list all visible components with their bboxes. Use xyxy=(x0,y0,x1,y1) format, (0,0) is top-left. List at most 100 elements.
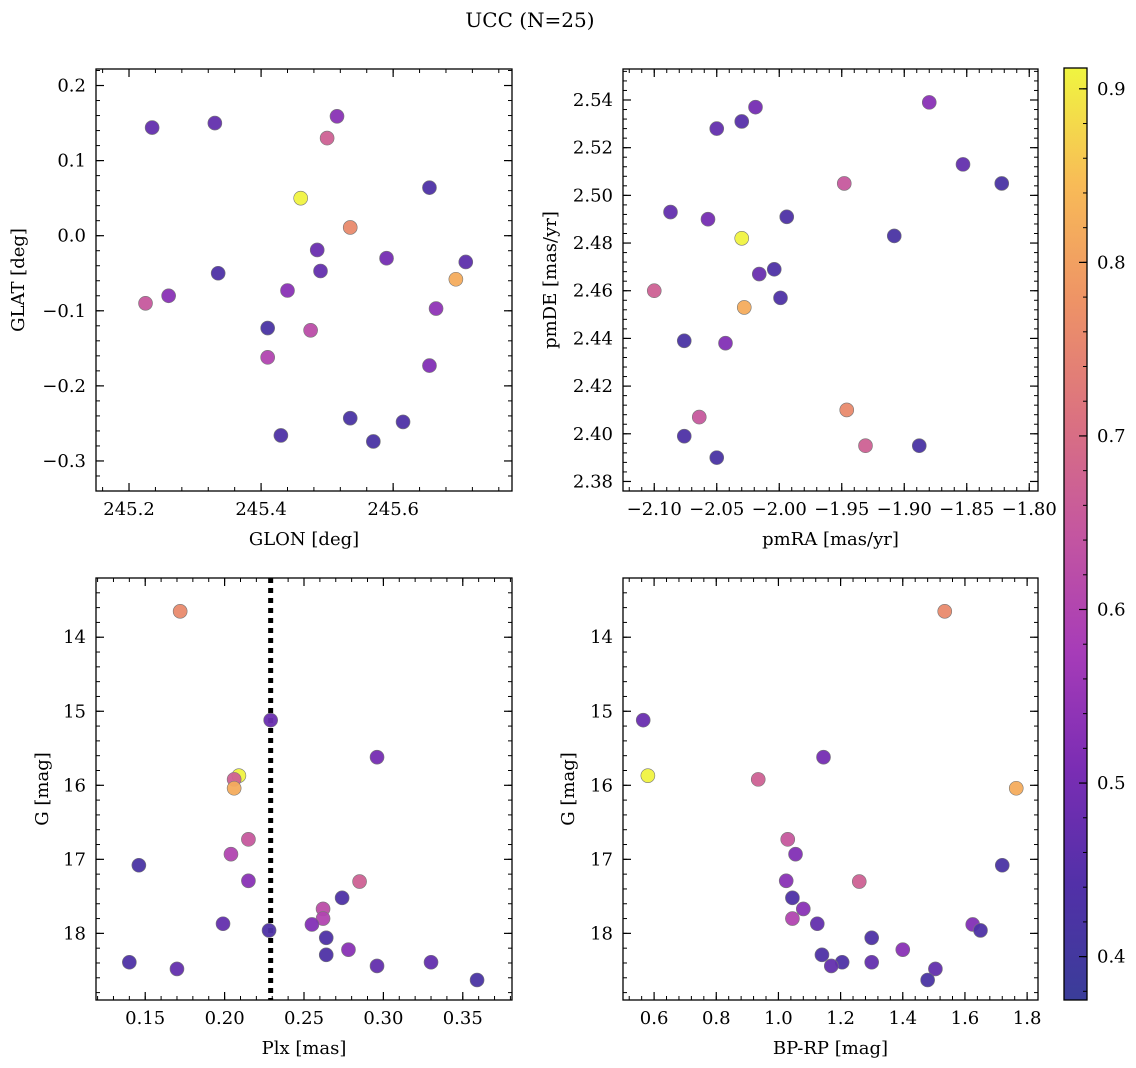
scatter-point xyxy=(809,916,825,932)
scatter-point xyxy=(422,358,437,373)
scatter-point xyxy=(428,301,444,316)
scatter-point xyxy=(851,874,867,889)
x-tick-label: −1.95 xyxy=(814,499,869,520)
plot-frame xyxy=(95,577,513,1001)
y-tick-label: 2.42 xyxy=(573,376,613,397)
colorbar-tick-label: 0.7 xyxy=(1097,426,1126,447)
y-axis-label: pmDE [mas/yr] xyxy=(540,211,561,349)
scatter-point xyxy=(676,333,692,349)
scatter-point xyxy=(778,873,794,889)
scatter-point xyxy=(734,230,750,246)
x-axis-label: pmRA [mas/yr] xyxy=(762,529,899,550)
scatter-point xyxy=(448,271,464,287)
scatter-point xyxy=(864,930,879,946)
scatter-points xyxy=(635,604,1024,988)
scatter-point xyxy=(169,961,185,977)
scatter-point xyxy=(748,99,763,115)
y-tick-label: 0.0 xyxy=(57,226,86,247)
scatter-point xyxy=(223,846,239,862)
scatter-point xyxy=(334,890,350,906)
x-tick-label: 245.6 xyxy=(367,499,419,520)
scatter-point xyxy=(750,772,766,787)
x-tick-label: 1.0 xyxy=(764,1008,793,1029)
y-tick-label: 2.52 xyxy=(573,138,613,159)
colorbar-tick-label: 0.9 xyxy=(1097,79,1126,100)
y-tick-label: 14 xyxy=(590,627,613,648)
scatter-point xyxy=(973,923,988,938)
colorbar-tick-label: 0.6 xyxy=(1097,599,1126,620)
scatter-point xyxy=(709,121,725,136)
panel-pmra-pmde: −2.10 −2.05 −2.00 −1.95 −1.90 −1.85 −1.80 2.54 2… xyxy=(540,68,1057,550)
scatter-point xyxy=(646,283,662,299)
scatter-point xyxy=(303,323,318,338)
x-tick-label: 0.15 xyxy=(125,1008,165,1029)
y-tick-label: 0.2 xyxy=(57,76,86,97)
scatter-point xyxy=(304,917,320,932)
scatter-point xyxy=(911,438,927,454)
scatter-point xyxy=(937,604,953,619)
panel-bprp-g: 0.6 0.8 1.0 1.2 1.4 1.6 1.8 14 15 16 17 18 BP-RP [ma… xyxy=(558,577,1042,1059)
scatter-point xyxy=(226,780,242,796)
y-tick-label: 2.46 xyxy=(573,281,613,302)
y-tick-label: 2.40 xyxy=(573,424,613,445)
x-tick-label: −2.10 xyxy=(627,499,682,520)
scatter-point xyxy=(836,176,852,191)
y-axis-label: G [mag] xyxy=(558,752,579,825)
scatter-point xyxy=(785,890,800,906)
scatter-point xyxy=(161,288,176,304)
scatter-point xyxy=(921,95,937,110)
y-axis-label: G [mag] xyxy=(32,752,53,825)
scatter-point xyxy=(138,295,153,311)
scatter-point xyxy=(788,846,803,862)
x-tick-label: 1.2 xyxy=(826,1008,855,1029)
scatter-point xyxy=(886,228,902,244)
scatter-point xyxy=(379,250,394,266)
x-tick-label: −1.90 xyxy=(877,499,932,520)
scatter-point xyxy=(131,857,147,873)
scatter-point xyxy=(718,335,733,351)
scatter-point xyxy=(823,958,839,974)
x-tick-label: 0.20 xyxy=(205,1008,245,1029)
scatter-point xyxy=(676,428,692,444)
x-tick-label: 245.2 xyxy=(103,499,155,520)
scatter-point xyxy=(816,749,831,765)
scatter-point xyxy=(215,916,231,932)
scatter-points xyxy=(138,109,474,449)
y-tick-label: −0.3 xyxy=(42,451,86,472)
x-axis-label: GLON [deg] xyxy=(249,529,359,550)
scatter-point xyxy=(342,410,358,426)
scatter-point xyxy=(241,873,256,889)
scatter-point xyxy=(122,954,137,970)
y-tick-label: 18 xyxy=(590,923,613,944)
scatter-point xyxy=(779,209,795,225)
y-tick-label: 17 xyxy=(590,849,613,870)
scatter-point xyxy=(955,157,971,172)
scatter-point xyxy=(395,414,411,430)
panel-plx-g: 0.15 0.20 0.25 0.30 0.35 14 15 16 17 18 Plx [mas] G… xyxy=(32,577,513,1059)
x-tick-label: −1.85 xyxy=(939,499,994,520)
scatter-point xyxy=(700,211,716,227)
y-tick-label: 2.54 xyxy=(573,90,613,111)
scatter-point xyxy=(207,115,223,131)
scatter-point xyxy=(423,954,439,970)
x-tick-label: 1.8 xyxy=(1013,1008,1042,1029)
scatter-point xyxy=(663,204,678,220)
scatter-point xyxy=(736,300,752,315)
plot-frame xyxy=(95,68,513,492)
colorbar-tick-label: 0.5 xyxy=(1097,773,1126,794)
colorbar-bar xyxy=(1063,67,1088,1001)
y-tick-label: 2.44 xyxy=(573,328,613,349)
scatter-point xyxy=(640,768,656,783)
x-tick-label: 0.35 xyxy=(443,1008,483,1029)
scatter-point xyxy=(318,930,334,946)
scatter-point xyxy=(260,350,275,365)
scatter-point xyxy=(780,832,796,847)
y-tick-label: 15 xyxy=(63,701,86,722)
scatter-point xyxy=(280,283,295,298)
x-tick-label: −1.80 xyxy=(1002,499,1057,520)
x-tick-label: −2.00 xyxy=(752,499,807,520)
scatter-point xyxy=(469,972,485,988)
scatter-point xyxy=(210,265,226,281)
x-tick-label: 1.4 xyxy=(888,1008,917,1029)
